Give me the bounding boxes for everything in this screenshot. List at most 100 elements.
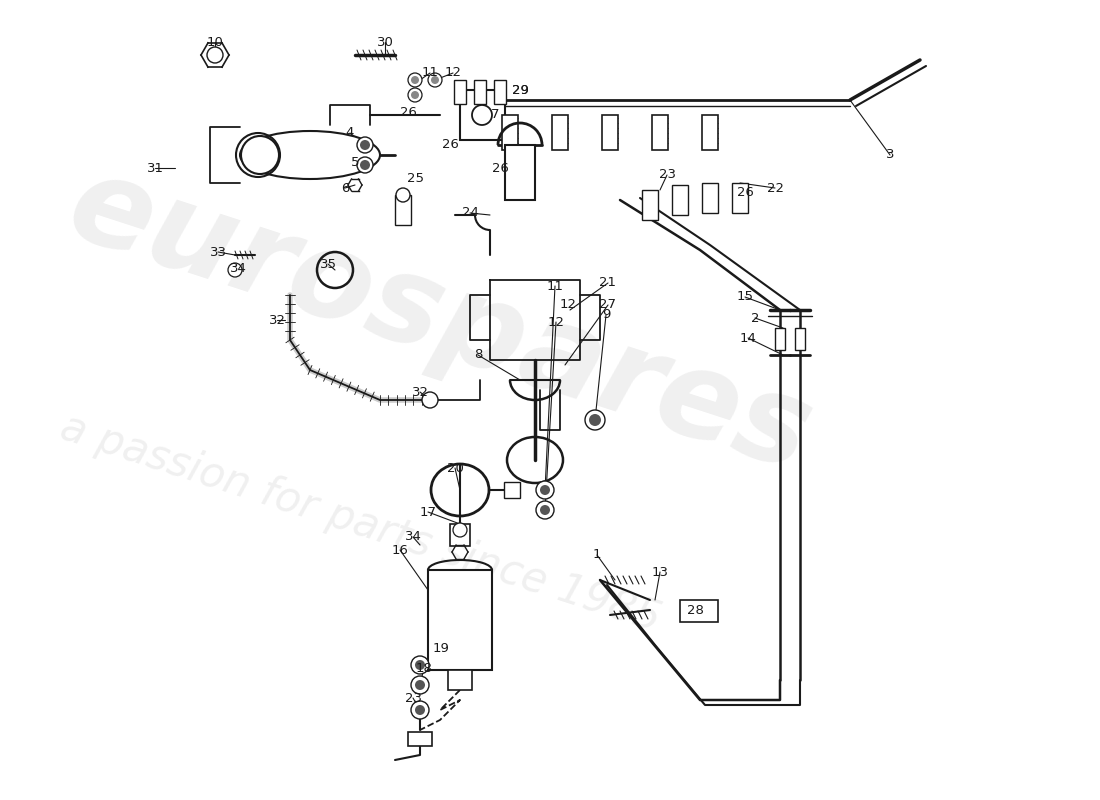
Bar [652,115,668,150]
Circle shape [415,680,425,690]
Text: 25: 25 [407,171,424,185]
Bar [460,90,505,140]
Circle shape [428,73,442,87]
Text: 6: 6 [341,182,349,194]
Text: 7: 7 [491,109,499,122]
Text: 27: 27 [600,298,616,311]
Text: 12: 12 [548,315,564,329]
Bar [602,115,618,150]
Text: a passion for parts since 1985: a passion for parts since 1985 [55,406,665,640]
Bar [680,600,718,622]
Text: 29: 29 [512,83,528,97]
Text: 26: 26 [441,138,459,151]
Text: 12: 12 [444,66,462,79]
Bar [448,670,472,690]
Text: 11: 11 [547,279,563,293]
Text: 1: 1 [593,549,602,562]
Bar [702,115,718,150]
Bar [454,80,466,104]
Circle shape [540,485,550,495]
Bar [776,328,785,350]
Bar [672,185,688,215]
Text: 34: 34 [230,262,246,274]
Text: 16: 16 [392,543,408,557]
Bar [474,80,486,104]
Text: 23: 23 [405,691,421,705]
Circle shape [358,157,373,173]
Text: 19: 19 [432,642,450,654]
Text: 31: 31 [146,162,164,174]
Circle shape [411,91,419,99]
Bar [450,524,470,546]
Text: 26: 26 [737,186,754,198]
Text: 24: 24 [462,206,478,219]
Text: 22: 22 [767,182,783,194]
Circle shape [415,660,425,670]
Circle shape [360,160,370,170]
Text: 8: 8 [474,349,482,362]
Bar [395,195,411,225]
Circle shape [453,523,468,537]
Text: 34: 34 [405,530,421,543]
Text: 10: 10 [207,35,223,49]
Circle shape [360,140,370,150]
Text: 13: 13 [651,566,669,578]
Bar [795,328,805,350]
Bar [408,732,432,746]
Text: 18: 18 [416,662,432,674]
Bar [732,183,748,213]
Text: 3: 3 [886,149,894,162]
Text: 9: 9 [602,309,610,322]
Circle shape [536,481,554,499]
Ellipse shape [472,105,492,125]
Text: 28: 28 [686,603,703,617]
Circle shape [411,656,429,674]
Text: 2: 2 [750,311,759,325]
Circle shape [588,414,601,426]
Bar [702,183,718,213]
Text: 11: 11 [421,66,439,79]
Bar [504,482,520,498]
Circle shape [228,263,242,277]
Circle shape [415,705,425,715]
Text: 5: 5 [351,157,360,170]
Bar [494,80,506,104]
Circle shape [408,73,422,87]
Text: 4: 4 [345,126,354,139]
Circle shape [358,137,373,153]
Text: 32: 32 [268,314,286,326]
Circle shape [408,88,422,102]
Circle shape [536,501,554,519]
Text: 23: 23 [659,169,675,182]
Circle shape [431,76,439,84]
Text: 29: 29 [512,83,528,97]
Bar [428,570,492,670]
Text: 33: 33 [209,246,227,258]
Bar [502,115,518,150]
Circle shape [585,410,605,430]
Circle shape [540,505,550,515]
Ellipse shape [241,136,279,174]
Bar [552,115,568,150]
Text: 20: 20 [447,462,463,474]
Text: 12: 12 [560,298,576,311]
Bar [505,145,535,200]
Text: 26: 26 [399,106,417,119]
Ellipse shape [240,131,380,179]
Text: 26: 26 [492,162,508,174]
Circle shape [207,47,223,63]
Circle shape [422,392,438,408]
Text: eurospares: eurospares [55,146,826,496]
Ellipse shape [396,188,410,202]
Text: 17: 17 [419,506,437,518]
Text: 21: 21 [600,277,616,290]
Circle shape [411,701,429,719]
Text: 32: 32 [411,386,429,398]
Circle shape [411,76,419,84]
Text: 30: 30 [376,35,394,49]
Bar [642,190,658,220]
Text: 14: 14 [739,331,757,345]
Text: 35: 35 [319,258,337,270]
Text: 15: 15 [737,290,754,303]
Circle shape [411,676,429,694]
